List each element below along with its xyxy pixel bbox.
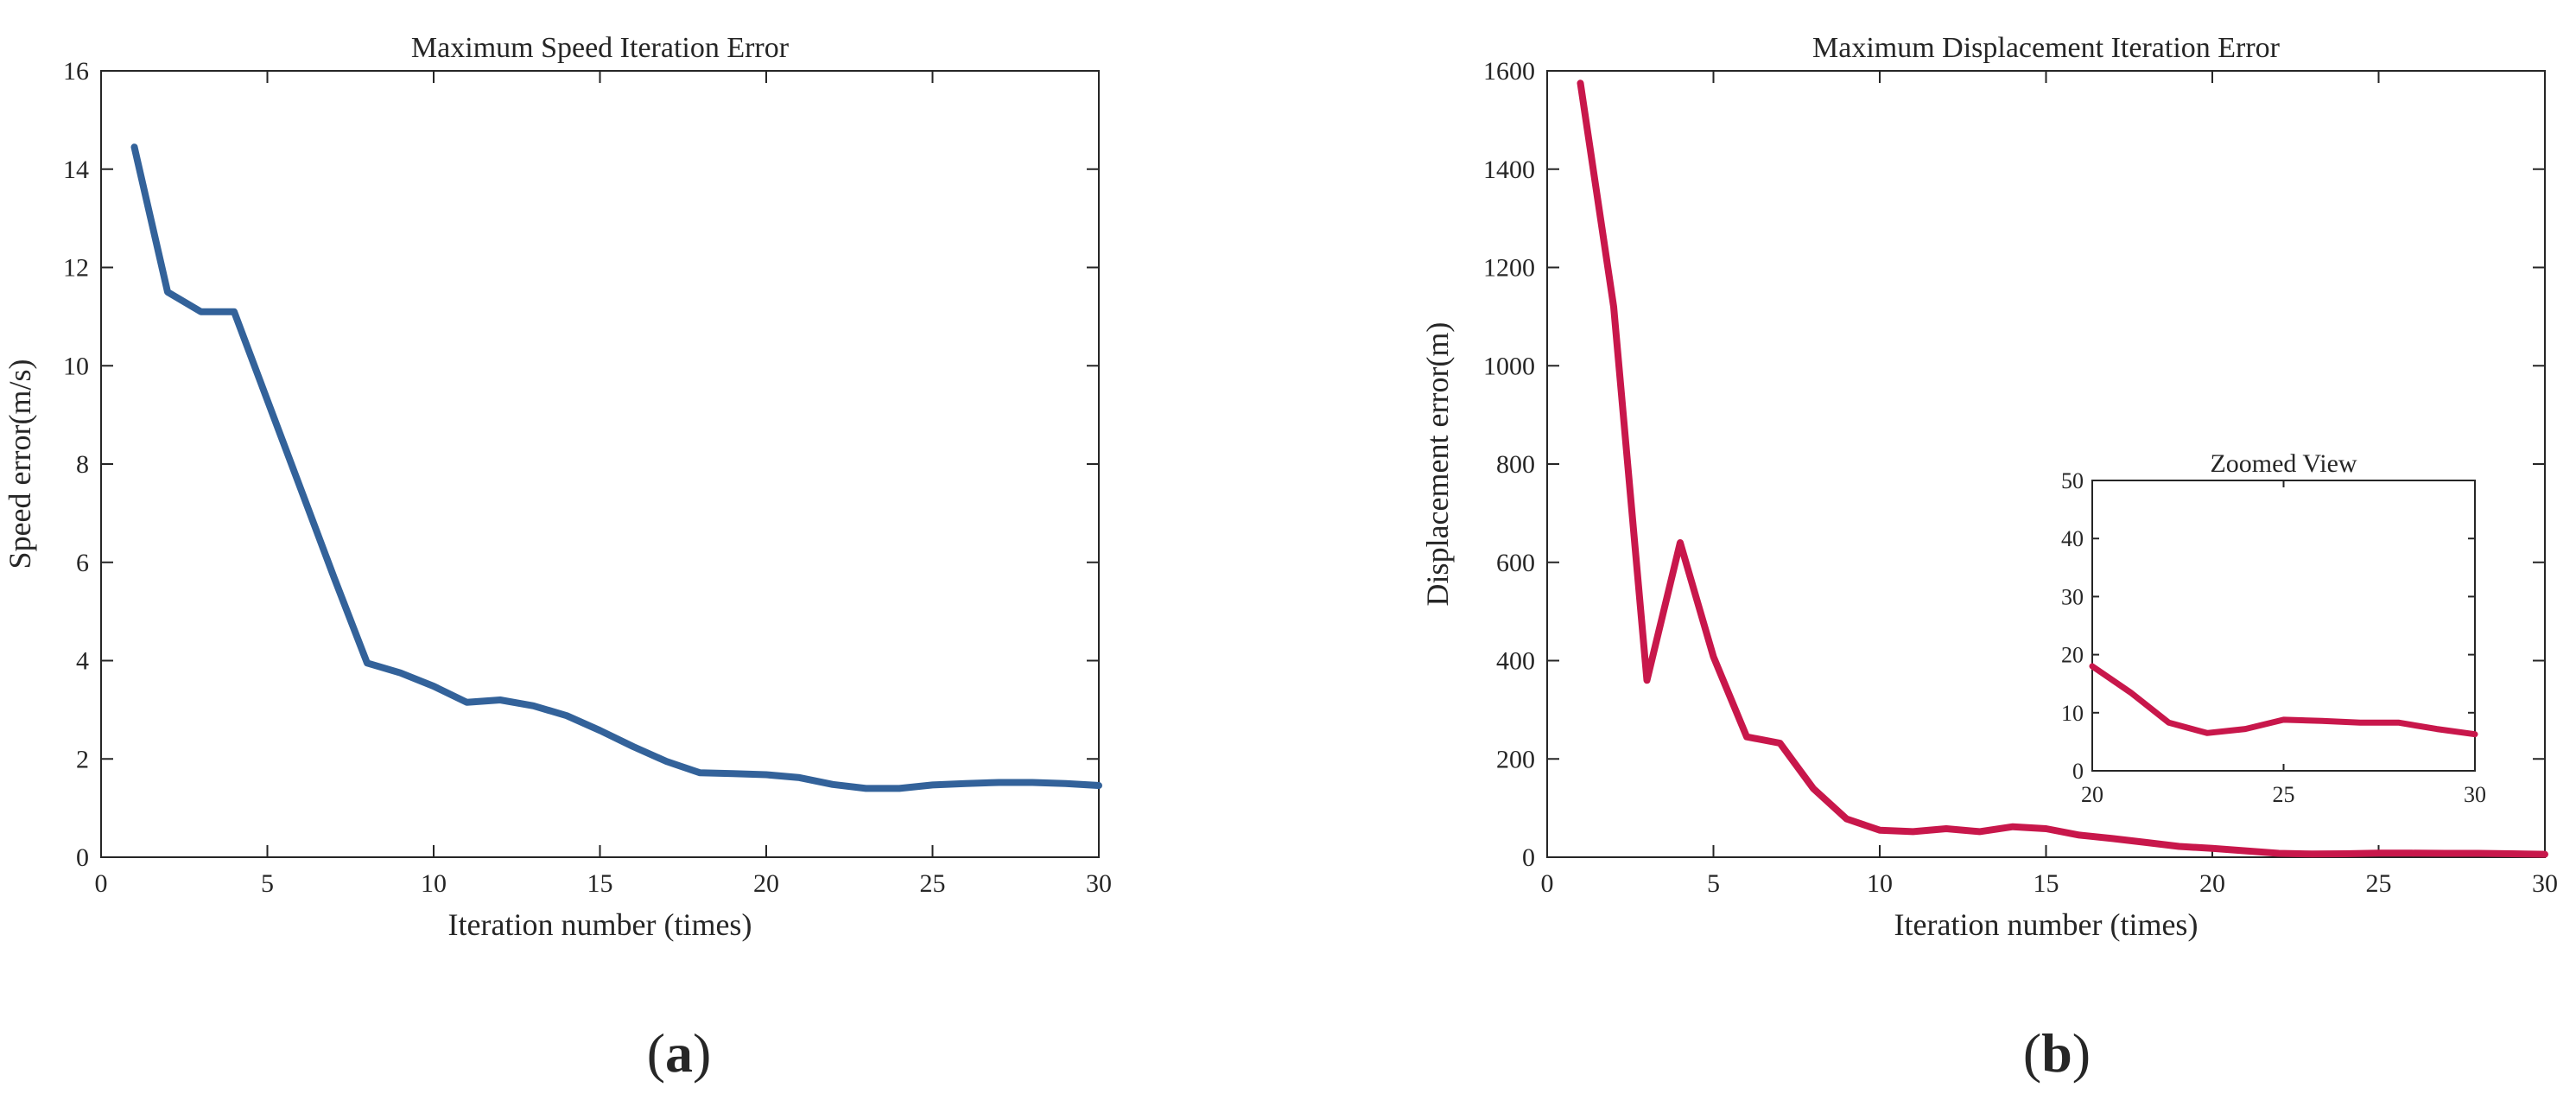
inset-y-tick-label: 20 <box>2061 643 2084 668</box>
x-tick-label: 20 <box>753 869 779 898</box>
x-tick-label: 15 <box>2034 869 2059 898</box>
y-tick-label: 400 <box>1496 647 1535 676</box>
y-tick-label: 1400 <box>1483 156 1535 184</box>
y-tick-label: 800 <box>1496 450 1535 479</box>
inset-x-tick-label: 30 <box>2464 782 2486 807</box>
y-tick-label: 4 <box>76 647 89 676</box>
series-line <box>130 143 1102 792</box>
y-tick-label: 200 <box>1496 745 1535 773</box>
panel-a: 0 5 10 15 20 25 30 0 2 4 6 8 10 12 14 16 Maximum Speed I… <box>3 32 1112 1084</box>
x-tick-label: 20 <box>2199 869 2225 898</box>
y-tick-label: 1600 <box>1483 57 1535 86</box>
inset-x-tick-label: 20 <box>2081 782 2103 807</box>
y-tick-label: 14 <box>63 156 89 184</box>
x-tick-label: 5 <box>261 869 274 898</box>
inset-title: Zoomed View <box>2210 449 2357 478</box>
inset-y-tick-label: 10 <box>2061 701 2084 726</box>
x-tick-label: 0 <box>1541 869 1554 898</box>
y-tick-label: 16 <box>63 57 89 86</box>
x-tick-label: 30 <box>1086 869 1112 898</box>
x-axis-label: Iteration number (times) <box>448 907 752 942</box>
zoomed-inset: 20 25 30 0 10 20 30 40 50 Zoomed View <box>2061 449 2486 807</box>
inset-series-line <box>2089 663 2478 738</box>
y-axis-label: Speed error(m/s) <box>3 359 37 569</box>
plot-frame <box>100 70 1100 858</box>
y-tick-label: 0 <box>76 843 89 872</box>
panel-b: 0 5 10 15 20 25 300200400600800100012001400160… <box>1420 32 2558 1084</box>
x-tick-label: 25 <box>920 869 946 898</box>
y-tick-label: 12 <box>63 254 89 283</box>
x-axis-label: Iteration number (times) <box>1894 907 2198 942</box>
x-tick-label: 10 <box>421 869 447 898</box>
x-tick-label: 30 <box>2532 869 2558 898</box>
y-tick-label: 1200 <box>1483 254 1535 283</box>
inset-x-tick-label: 25 <box>2273 782 2295 807</box>
chart-title: Maximum Speed Iteration Error <box>411 32 790 64</box>
chart-title: Maximum Displacement Iteration Error <box>1812 32 2281 64</box>
y-tick-label: 10 <box>63 352 89 380</box>
series-line <box>1577 80 2548 858</box>
inset-y-tick-label: 50 <box>2061 468 2084 493</box>
y-tick-label: 8 <box>76 450 89 479</box>
panel-label: (a) <box>647 1022 712 1084</box>
x-tick-label: 10 <box>1867 869 1893 898</box>
y-tick-label: 0 <box>1522 843 1535 872</box>
x-tick-label: 25 <box>2366 869 2392 898</box>
x-tick-label: 0 <box>95 869 108 898</box>
x-tick-label: 5 <box>1707 869 1720 898</box>
y-tick-label: 1000 <box>1483 352 1535 380</box>
x-tick-label: 15 <box>587 869 613 898</box>
inset-y-tick-label: 0 <box>2072 759 2084 784</box>
inset-y-tick-label: 40 <box>2061 526 2084 551</box>
y-axis-label: Displacement error(m) <box>1420 322 1455 607</box>
panel-label: (b) <box>2023 1022 2091 1084</box>
y-tick-label: 600 <box>1496 549 1535 577</box>
y-tick-label: 2 <box>76 745 89 773</box>
inset-y-tick-label: 30 <box>2061 584 2084 609</box>
y-tick-label: 6 <box>76 549 89 577</box>
